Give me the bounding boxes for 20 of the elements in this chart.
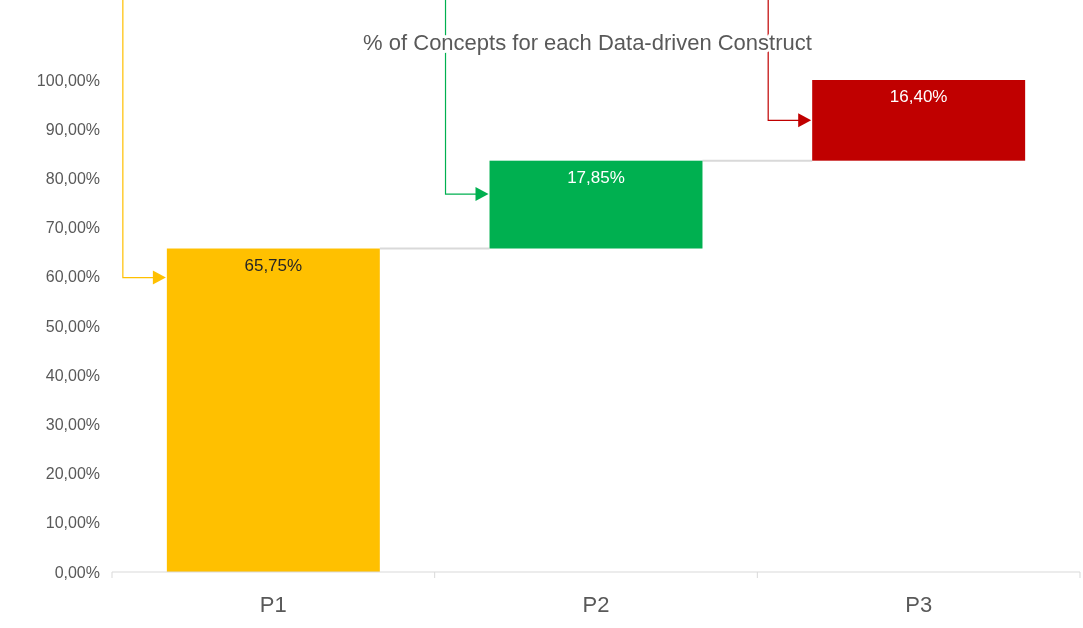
data-label: 65,75%	[244, 255, 303, 275]
bar	[166, 248, 380, 572]
y-tick-label: 10,00%	[45, 514, 100, 532]
y-tick-label: 0,00%	[54, 563, 100, 581]
y-tick-label: 70,00%	[45, 219, 100, 237]
y-tick-label: 60,00%	[45, 268, 100, 286]
y-tick-label: 100,00%	[36, 71, 100, 89]
bar	[489, 160, 703, 249]
y-tick-label: 80,00%	[45, 170, 100, 187]
y-tick-label: 20,00%	[45, 465, 100, 483]
x-tick-label: P3	[905, 592, 933, 617]
x-tick-label: P2	[582, 592, 610, 617]
y-tick-label: 30,00%	[45, 416, 100, 433]
y-tick-label: 50,00%	[45, 317, 100, 335]
x-tick-label: P1	[259, 592, 287, 617]
data-label: 17,85%	[567, 167, 625, 187]
data-label: 16,40%	[889, 87, 948, 106]
y-tick-label: 40,00%	[45, 366, 100, 384]
y-tick-label: 90,00%	[45, 120, 100, 138]
bar	[812, 80, 1026, 161]
